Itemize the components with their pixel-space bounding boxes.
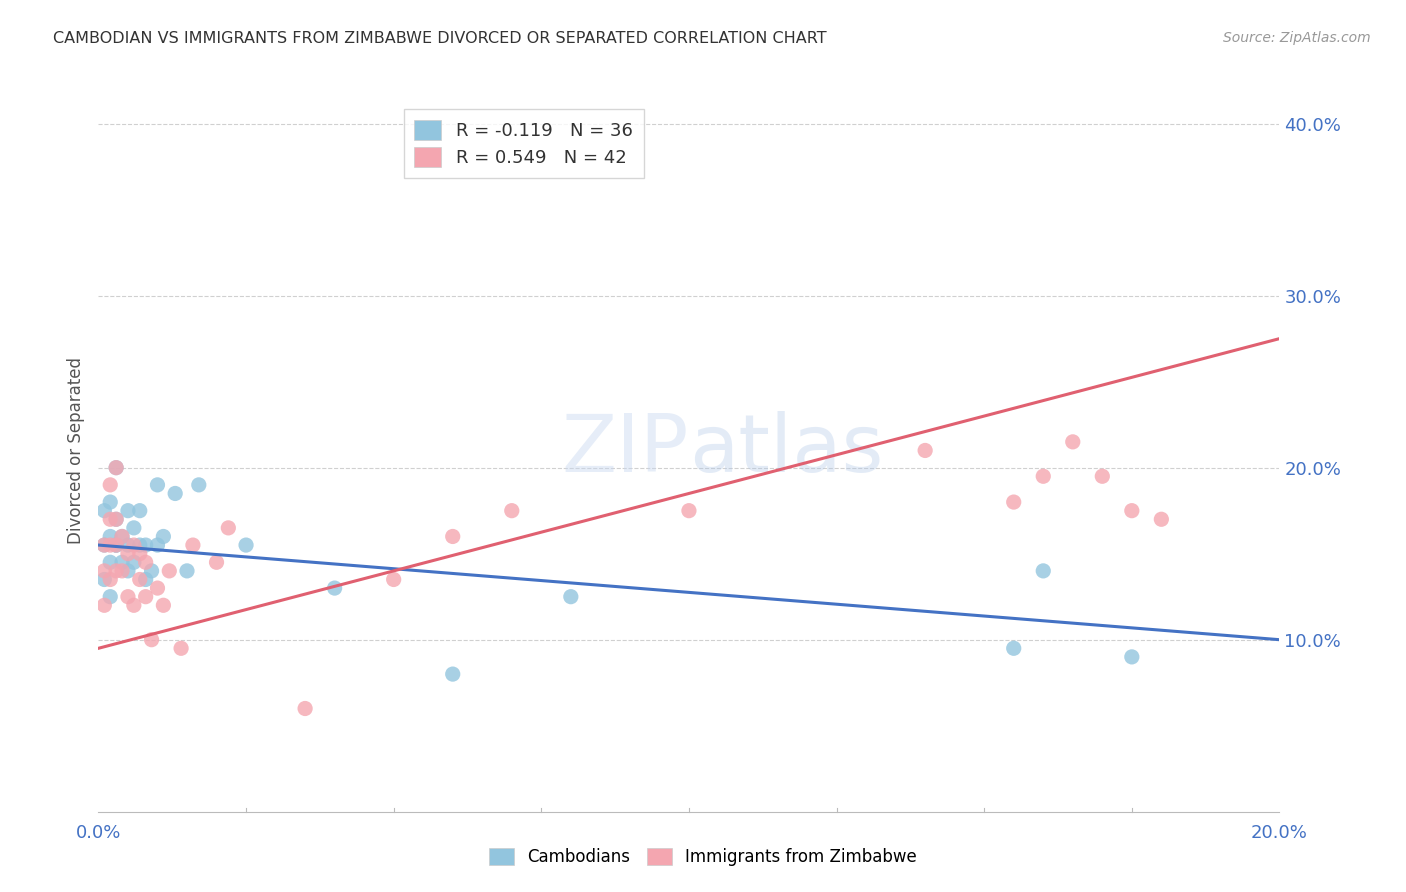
Text: atlas: atlas <box>689 411 883 490</box>
Point <box>914 443 936 458</box>
Point <box>105 460 128 475</box>
Point <box>678 503 700 517</box>
Point <box>122 521 145 535</box>
Point <box>117 547 139 561</box>
Point <box>441 667 464 681</box>
Point <box>93 538 115 552</box>
Point <box>122 555 145 569</box>
Point <box>93 573 115 587</box>
Point <box>117 590 139 604</box>
Point <box>93 599 115 613</box>
Point <box>152 529 174 543</box>
Point <box>128 547 150 561</box>
Point <box>165 486 187 500</box>
Point <box>135 538 157 552</box>
Point <box>98 512 121 526</box>
Point <box>1032 469 1054 483</box>
Point <box>170 641 193 656</box>
Point <box>105 538 128 552</box>
Point <box>117 538 139 552</box>
Point <box>1150 512 1173 526</box>
Point <box>1002 495 1025 509</box>
Point <box>235 538 257 552</box>
Point <box>1121 503 1143 517</box>
Point <box>141 564 163 578</box>
Point <box>152 599 174 613</box>
Point <box>176 564 198 578</box>
Point <box>111 529 134 543</box>
Point <box>141 632 163 647</box>
Point <box>128 538 150 552</box>
Point <box>93 503 115 517</box>
Point <box>98 529 121 543</box>
Point <box>217 521 239 535</box>
Point <box>128 503 150 517</box>
Legend: R = -0.119   N = 36, R = 0.549   N = 42: R = -0.119 N = 36, R = 0.549 N = 42 <box>404 109 644 178</box>
Point <box>135 555 157 569</box>
Point <box>560 590 582 604</box>
Point <box>205 555 228 569</box>
Point <box>98 555 121 569</box>
Point <box>93 538 115 552</box>
Point <box>1032 564 1054 578</box>
Y-axis label: Divorced or Separated: Divorced or Separated <box>66 357 84 544</box>
Point <box>111 529 134 543</box>
Text: Source: ZipAtlas.com: Source: ZipAtlas.com <box>1223 31 1371 45</box>
Point <box>98 590 121 604</box>
Point <box>98 538 121 552</box>
Point <box>294 701 316 715</box>
Point <box>98 495 121 509</box>
Point <box>157 564 180 578</box>
Point <box>105 538 128 552</box>
Text: CAMBODIAN VS IMMIGRANTS FROM ZIMBABWE DIVORCED OR SEPARATED CORRELATION CHART: CAMBODIAN VS IMMIGRANTS FROM ZIMBABWE DI… <box>53 31 827 46</box>
Point <box>1062 434 1084 449</box>
Point <box>105 564 128 578</box>
Point <box>382 573 405 587</box>
Point <box>1091 469 1114 483</box>
Point <box>135 573 157 587</box>
Point <box>122 599 145 613</box>
Point <box>111 555 134 569</box>
Point <box>1002 641 1025 656</box>
Point <box>117 503 139 517</box>
Point <box>146 478 169 492</box>
Point <box>111 564 134 578</box>
Point <box>1121 649 1143 664</box>
Point <box>105 512 128 526</box>
Point <box>93 564 115 578</box>
Point <box>187 478 209 492</box>
Point <box>105 460 128 475</box>
Point <box>135 590 157 604</box>
Legend: Cambodians, Immigrants from Zimbabwe: Cambodians, Immigrants from Zimbabwe <box>482 841 924 873</box>
Point <box>146 538 169 552</box>
Point <box>105 538 128 552</box>
Point <box>105 512 128 526</box>
Point <box>441 529 464 543</box>
Point <box>181 538 204 552</box>
Point <box>98 573 121 587</box>
Point <box>128 573 150 587</box>
Point <box>146 581 169 595</box>
Point <box>98 478 121 492</box>
Point <box>122 538 145 552</box>
Point <box>501 503 523 517</box>
Text: ZIP: ZIP <box>561 411 689 490</box>
Point <box>323 581 346 595</box>
Point <box>117 564 139 578</box>
